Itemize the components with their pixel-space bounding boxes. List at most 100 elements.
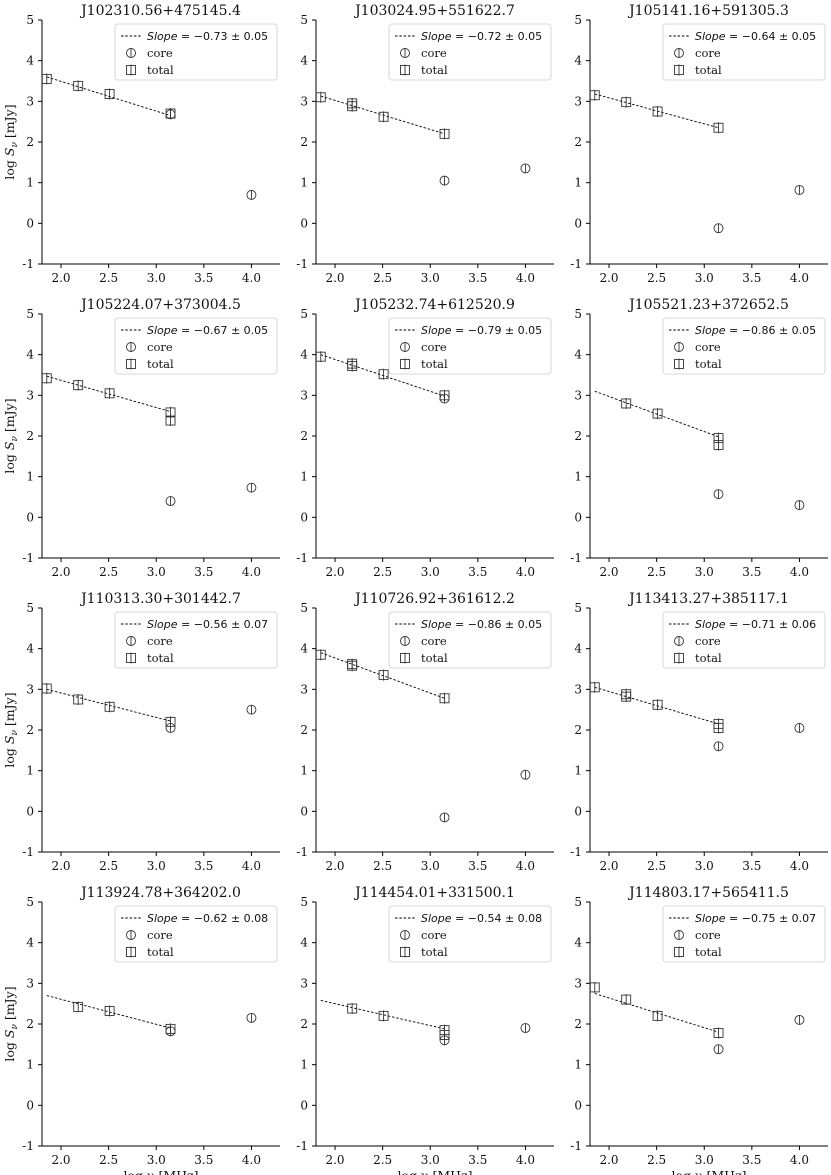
x-tick-label: 3.0 (695, 565, 714, 579)
x-tick-label: 4.0 (516, 271, 535, 285)
legend-core-label: core (695, 634, 721, 648)
legend-total-label: total (147, 357, 174, 371)
x-tick-label: 4.0 (790, 271, 809, 285)
legend-slope-label: Slope = −0.86 ± 0.05 (421, 618, 542, 631)
y-tick-label: 5 (26, 601, 34, 615)
y-tick-label: 4 (574, 642, 582, 656)
y-tick-label: 4 (300, 348, 308, 362)
chart-title: J105521.23+372652.5 (627, 297, 789, 313)
y-tick-label: 1 (574, 470, 582, 484)
y-tick-label: 3 (26, 682, 34, 696)
x-axis-label: log ν [MHz] (671, 1168, 746, 1175)
y-tick-label: -1 (296, 845, 308, 859)
fit-line (594, 686, 719, 725)
legend-slope-label: Slope = −0.54 ± 0.08 (421, 912, 542, 925)
legend-core-label: core (147, 634, 173, 648)
x-tick-label: 2.0 (599, 859, 618, 873)
legend-slope-label: Slope = −0.71 ± 0.06 (695, 618, 816, 631)
legend-core-label: core (421, 46, 447, 60)
y-tick-label: 1 (300, 1058, 308, 1072)
y-tick-label: 2 (574, 723, 582, 737)
chart-panel: -1 0 1 2 3 4 5 2.0 2.5 3.0 3.5 4.0 J113924.78+364202… (2, 885, 280, 1175)
x-tick-label: 4.0 (242, 859, 261, 873)
x-tick-label: 2.5 (373, 565, 392, 579)
fit-line (46, 995, 171, 1029)
y-tick-label: 1 (300, 470, 308, 484)
y-tick-label: 2 (574, 1017, 582, 1031)
y-tick-label: 3 (300, 388, 308, 402)
legend-slope-label: Slope = −0.56 ± 0.07 (147, 618, 268, 631)
y-tick-label: -1 (22, 257, 34, 271)
x-tick-label: 3.5 (194, 1153, 213, 1167)
chart-panel: -1 0 1 2 3 4 5 2.0 2.5 3.0 3.5 4.0 J105224.07+373004… (2, 297, 280, 579)
legend-core-label: core (695, 340, 721, 354)
x-tick-label: 3.0 (147, 1153, 166, 1167)
fit-line (46, 375, 171, 413)
x-tick-label: 4.0 (516, 859, 535, 873)
y-tick-label: 4 (300, 642, 308, 656)
y-tick-label: -1 (296, 257, 308, 271)
x-tick-label: 2.5 (373, 271, 392, 285)
x-tick-label: 3.5 (194, 859, 213, 873)
x-tick-label: 3.5 (742, 1153, 761, 1167)
x-tick-label: 3.0 (421, 859, 440, 873)
y-tick-label: -1 (22, 1139, 34, 1153)
legend-total-label: total (421, 945, 448, 959)
y-tick-label: 0 (26, 216, 34, 230)
y-tick-label: 1 (26, 176, 34, 190)
legend-core-label: core (421, 340, 447, 354)
y-tick-label: 1 (300, 764, 308, 778)
fit-line (46, 76, 171, 116)
legend-slope-label: Slope = −0.67 ± 0.05 (147, 324, 268, 337)
y-tick-label: 3 (300, 94, 308, 108)
y-tick-label: 4 (300, 54, 308, 68)
y-tick-label: 4 (300, 936, 308, 950)
y-tick-label: 5 (574, 895, 582, 909)
legend-core-label: core (147, 340, 173, 354)
x-tick-label: 2.0 (51, 1153, 70, 1167)
chart-panel: -1 0 1 2 3 4 5 2.0 2.5 3.0 3.5 4.0 J105521.23+372652… (570, 297, 828, 579)
y-tick-label: 0 (574, 216, 582, 230)
chart-panel: -1 0 1 2 3 4 5 2.0 2.5 3.0 3.5 4.0 J113413.27+385117… (570, 591, 828, 873)
x-tick-label: 2.0 (325, 1153, 344, 1167)
chart-title: J110313.30+301442.7 (79, 591, 241, 607)
x-tick-label: 4.0 (516, 565, 535, 579)
x-axis-label: log ν [MHz] (123, 1168, 198, 1175)
x-tick-label: 4.0 (790, 859, 809, 873)
chart-panel: -1 0 1 2 3 4 5 2.0 2.5 3.0 3.5 4.0 J102310.56+475145… (2, 3, 280, 285)
x-tick-label: 2.5 (373, 1153, 392, 1167)
chart-title: J105232.74+612520.9 (353, 297, 515, 313)
y-tick-label: 0 (26, 510, 34, 524)
y-tick-label: 4 (574, 54, 582, 68)
y-tick-label: 2 (574, 135, 582, 149)
x-tick-label: 3.5 (468, 271, 487, 285)
x-tick-label: 2.0 (51, 271, 70, 285)
x-tick-label: 2.0 (325, 271, 344, 285)
y-tick-label: 2 (574, 429, 582, 443)
chart-title: J105224.07+373004.5 (79, 297, 241, 313)
legend-total-label: total (695, 357, 722, 371)
chart-title: J102310.56+475145.4 (79, 3, 241, 19)
chart-title: J113413.27+385117.1 (627, 591, 789, 607)
x-tick-label: 3.5 (194, 271, 213, 285)
y-tick-label: 4 (26, 642, 34, 656)
y-tick-label: 0 (574, 510, 582, 524)
x-tick-label: 3.5 (468, 859, 487, 873)
y-tick-label: -1 (570, 845, 582, 859)
legend-total-label: total (147, 651, 174, 665)
legend-total-label: total (421, 651, 448, 665)
x-tick-label: 3.5 (742, 565, 761, 579)
y-tick-label: 2 (300, 429, 308, 443)
x-tick-label: 3.5 (468, 1153, 487, 1167)
chart-panel: -1 0 1 2 3 4 5 2.0 2.5 3.0 3.5 4.0 J105232.74+612520… (296, 297, 554, 579)
x-tick-label: 3.0 (695, 859, 714, 873)
y-tick-label: 1 (26, 470, 34, 484)
chart-title: J114803.17+565411.5 (627, 885, 789, 901)
x-tick-label: 2.5 (99, 1153, 118, 1167)
fit-line (320, 999, 445, 1030)
legend-slope-label: Slope = −0.75 ± 0.07 (695, 912, 816, 925)
chart-title: J105141.16+591305.3 (627, 3, 789, 19)
x-tick-label: 2.5 (373, 859, 392, 873)
y-tick-label: 5 (300, 13, 308, 27)
